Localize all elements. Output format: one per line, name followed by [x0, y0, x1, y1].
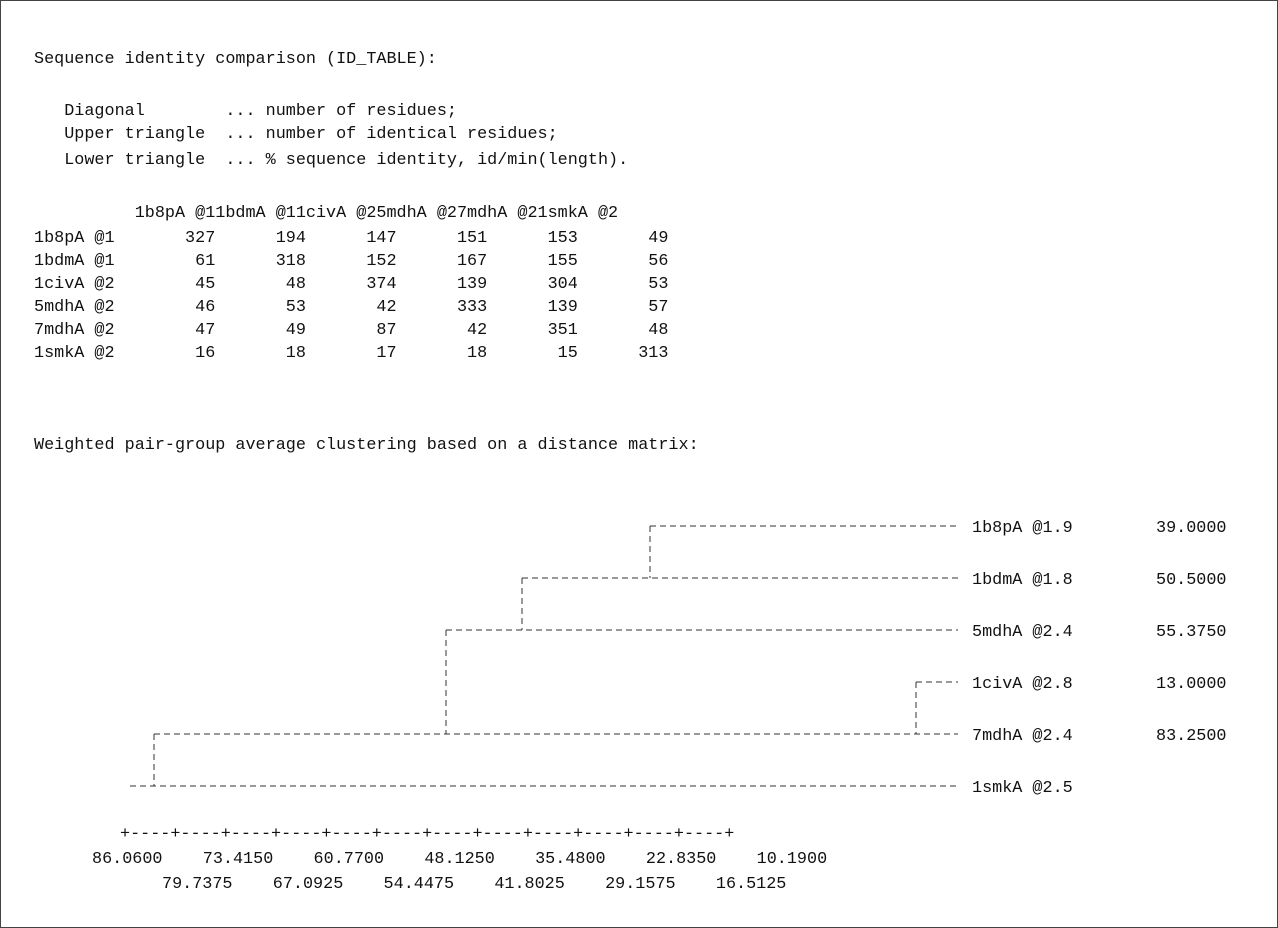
- merge-height: 13.0000: [1156, 675, 1227, 694]
- legend-upper-triangle: Upper triangle ... number of identical r…: [34, 125, 558, 144]
- leaf-label: 1bdmA @1.8: [972, 571, 1073, 590]
- axis-ruler: +----+----+----+----+----+----+----+----…: [120, 825, 735, 844]
- leaf-label: 1b8pA @1.9: [972, 519, 1073, 538]
- leaf-label: 1smkA @2.5: [972, 779, 1073, 798]
- legend-diagonal: Diagonal ... number of residues;: [34, 102, 457, 121]
- merge-height: 39.0000: [1156, 519, 1227, 538]
- id-table-title: Sequence identity comparison (ID_TABLE):: [34, 50, 437, 69]
- axis-labels-minor: 79.7375 67.0925 54.4475 41.8025 29.1575 …: [162, 875, 787, 894]
- table-row: 1smkA @2 16 18 17 18 15 313: [34, 344, 669, 363]
- legend-lower-triangle: Lower triangle ... % sequence identity, …: [34, 151, 629, 170]
- table-header: 1b8pA @11bdmA @11civA @25mdhA @27mdhA @2…: [34, 204, 619, 223]
- clustering-title: Weighted pair-group average clustering b…: [34, 436, 699, 455]
- leaf-label: 5mdhA @2.4: [972, 623, 1073, 642]
- merge-height: 83.2500: [1156, 727, 1227, 746]
- leaf-label: 1civA @2.8: [972, 675, 1073, 694]
- merge-height: 55.3750: [1156, 623, 1227, 642]
- table-row: 7mdhA @2 47 49 87 42 351 48: [34, 321, 669, 340]
- table-row: 5mdhA @2 46 53 42 333 139 57: [34, 298, 669, 317]
- merge-height: 50.5000: [1156, 571, 1227, 590]
- axis-labels-major: 86.0600 73.4150 60.7700 48.1250 35.4800 …: [92, 850, 828, 869]
- table-row: 1b8pA @1 327 194 147 151 153 49: [34, 229, 669, 248]
- leaf-label: 7mdhA @2.4: [972, 727, 1073, 746]
- table-row: 1civA @2 45 48 374 139 304 53: [34, 275, 669, 294]
- table-row: 1bdmA @1 61 318 152 167 155 56: [34, 252, 669, 271]
